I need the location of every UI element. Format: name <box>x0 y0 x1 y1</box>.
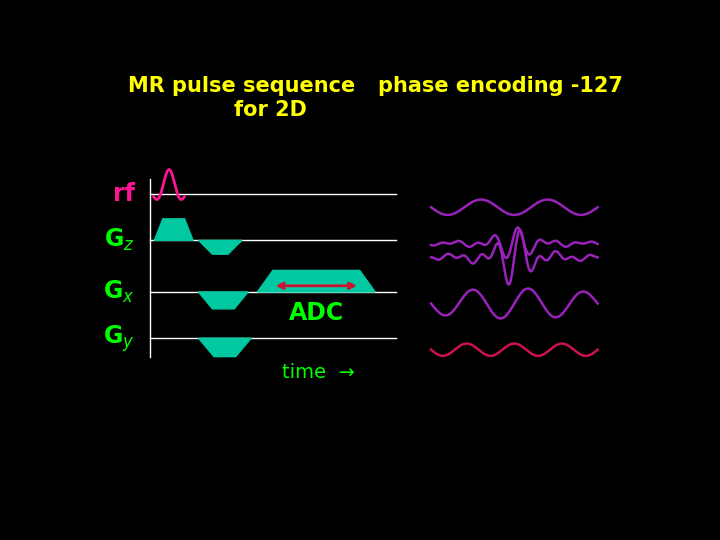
Polygon shape <box>199 240 242 254</box>
Polygon shape <box>258 271 375 292</box>
Text: phase encoding -127: phase encoding -127 <box>378 76 624 96</box>
Text: G$_z$: G$_z$ <box>104 227 135 253</box>
Text: ADC: ADC <box>289 301 344 325</box>
Text: MR pulse sequence
        for 2D: MR pulse sequence for 2D <box>127 76 355 119</box>
Polygon shape <box>199 292 248 309</box>
Text: G$_y$: G$_y$ <box>104 323 135 354</box>
Text: rf: rf <box>113 182 135 206</box>
Polygon shape <box>199 338 251 356</box>
Text: time  →: time → <box>282 363 355 382</box>
Text: G$_x$: G$_x$ <box>104 279 135 305</box>
Polygon shape <box>154 219 193 240</box>
